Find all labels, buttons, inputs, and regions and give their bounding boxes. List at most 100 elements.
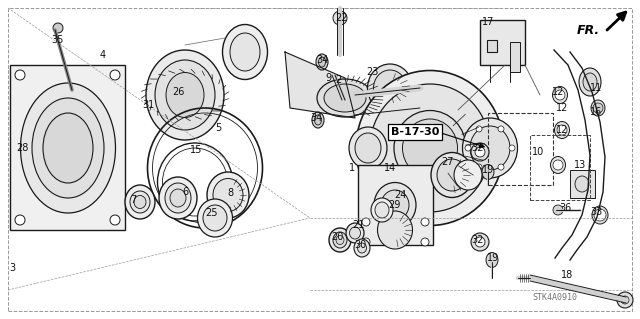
- Ellipse shape: [166, 72, 204, 117]
- Text: 31: 31: [142, 100, 154, 110]
- Bar: [487, 40, 497, 52]
- Circle shape: [509, 145, 515, 151]
- Ellipse shape: [316, 54, 328, 70]
- Text: 27: 27: [442, 157, 454, 167]
- Circle shape: [555, 90, 565, 100]
- Ellipse shape: [550, 157, 566, 174]
- Text: 28: 28: [16, 143, 28, 153]
- Text: 12: 12: [552, 87, 564, 97]
- Text: 2: 2: [335, 75, 341, 85]
- Ellipse shape: [374, 182, 416, 227]
- Circle shape: [476, 164, 482, 170]
- Circle shape: [594, 209, 606, 221]
- Text: 19: 19: [487, 253, 499, 263]
- Text: 12: 12: [556, 103, 568, 113]
- Text: FR.: FR.: [577, 24, 600, 36]
- Circle shape: [557, 125, 567, 135]
- Ellipse shape: [583, 73, 597, 91]
- Ellipse shape: [591, 100, 605, 116]
- Text: B-17-30: B-17-30: [391, 127, 439, 137]
- Ellipse shape: [475, 147, 485, 157]
- Circle shape: [553, 205, 563, 215]
- Ellipse shape: [381, 190, 409, 220]
- Ellipse shape: [43, 113, 93, 183]
- Circle shape: [362, 218, 370, 226]
- Circle shape: [617, 292, 633, 308]
- Text: 22: 22: [336, 13, 348, 23]
- Text: 12: 12: [556, 125, 568, 135]
- Ellipse shape: [319, 57, 326, 67]
- Text: 1: 1: [349, 163, 355, 173]
- Circle shape: [421, 218, 429, 226]
- Ellipse shape: [223, 25, 268, 79]
- Bar: [510, 42, 520, 72]
- Text: 32: 32: [472, 235, 484, 245]
- Text: 4: 4: [100, 50, 106, 60]
- Ellipse shape: [198, 199, 232, 237]
- Text: 34: 34: [310, 113, 322, 123]
- Text: 14: 14: [384, 163, 396, 173]
- Ellipse shape: [207, 172, 249, 218]
- Text: 3: 3: [9, 263, 15, 273]
- Ellipse shape: [314, 115, 321, 125]
- Text: 25: 25: [205, 208, 218, 218]
- Bar: [358, 165, 433, 245]
- Text: 20: 20: [331, 232, 343, 242]
- Text: 13: 13: [574, 160, 586, 170]
- Text: 26: 26: [172, 87, 184, 97]
- Ellipse shape: [32, 98, 104, 198]
- Ellipse shape: [349, 227, 360, 239]
- Ellipse shape: [454, 160, 482, 190]
- Circle shape: [110, 215, 120, 225]
- Ellipse shape: [329, 228, 351, 252]
- Text: 24: 24: [394, 190, 406, 200]
- Text: 30: 30: [354, 240, 366, 250]
- Ellipse shape: [575, 176, 589, 192]
- Text: 29: 29: [388, 200, 400, 210]
- Ellipse shape: [165, 183, 191, 213]
- Ellipse shape: [554, 122, 570, 138]
- Text: 23: 23: [366, 67, 378, 77]
- Circle shape: [476, 126, 482, 132]
- Text: 8: 8: [227, 188, 233, 198]
- Text: 7: 7: [130, 195, 136, 205]
- Ellipse shape: [333, 232, 347, 248]
- Text: 19: 19: [482, 165, 494, 175]
- Bar: [530, 135, 590, 200]
- Ellipse shape: [394, 110, 466, 186]
- Text: 5: 5: [215, 123, 221, 133]
- Circle shape: [53, 23, 63, 33]
- Ellipse shape: [374, 70, 406, 106]
- Ellipse shape: [463, 118, 518, 178]
- Circle shape: [110, 70, 120, 80]
- Circle shape: [498, 164, 504, 170]
- Text: 16: 16: [590, 107, 602, 117]
- Ellipse shape: [378, 211, 413, 249]
- Text: 6: 6: [182, 187, 188, 197]
- Ellipse shape: [203, 205, 227, 231]
- Text: 10: 10: [532, 147, 544, 157]
- Ellipse shape: [346, 223, 364, 243]
- Circle shape: [498, 126, 504, 132]
- Ellipse shape: [471, 143, 489, 161]
- Ellipse shape: [125, 185, 155, 219]
- Ellipse shape: [471, 233, 489, 251]
- Text: 35: 35: [52, 35, 64, 45]
- Ellipse shape: [312, 112, 324, 128]
- Circle shape: [621, 296, 629, 304]
- Text: 33: 33: [590, 207, 602, 217]
- Text: 15: 15: [190, 145, 202, 155]
- Ellipse shape: [170, 189, 186, 207]
- Ellipse shape: [324, 84, 366, 112]
- Ellipse shape: [371, 198, 393, 222]
- Ellipse shape: [146, 50, 224, 140]
- Text: 21: 21: [352, 220, 364, 230]
- Text: 36: 36: [559, 203, 571, 213]
- Circle shape: [465, 145, 471, 151]
- Ellipse shape: [370, 84, 490, 212]
- Ellipse shape: [375, 202, 389, 218]
- Ellipse shape: [358, 243, 367, 253]
- Ellipse shape: [20, 83, 115, 213]
- Ellipse shape: [367, 64, 413, 112]
- Ellipse shape: [592, 206, 608, 224]
